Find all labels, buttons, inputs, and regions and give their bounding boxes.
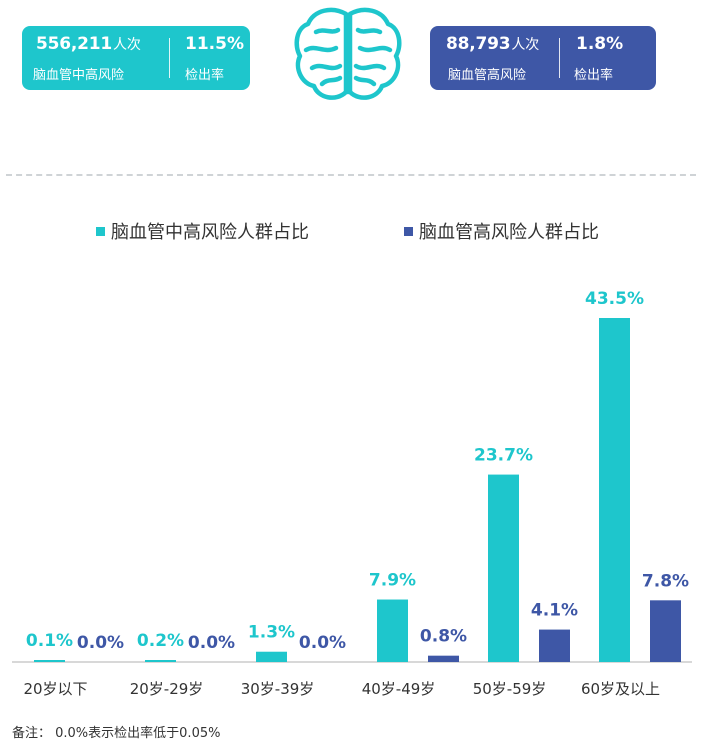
x-tick-label-4: 50岁-59岁 xyxy=(473,680,547,698)
legend-swatch-mid-high-risk xyxy=(96,226,105,236)
mid-high-risk-summary-badge: 556,211人次 脑血管中高风险 11.5% 检出率 xyxy=(22,26,250,90)
x-tick-label-1: 20岁-29岁 xyxy=(130,680,204,698)
badge-separator xyxy=(169,38,170,78)
legend-label-high-risk: 脑血管高风险人群占比 xyxy=(419,222,599,243)
x-tick-label-0: 20岁以下 xyxy=(23,680,87,698)
bar-high-risk-3 xyxy=(428,655,459,662)
data-label-mid-high-risk-3: 7.9% xyxy=(369,571,416,591)
mid-high-risk-rate-label: 检出率 xyxy=(185,68,225,83)
badge-separator xyxy=(559,38,560,78)
x-tick-label-2: 30岁-39岁 xyxy=(241,680,315,698)
bar-mid-high-risk-4 xyxy=(488,474,519,662)
brain-icon xyxy=(294,7,402,100)
high-risk-count-label: 脑血管高风险 xyxy=(448,68,527,83)
data-label-high-risk-4: 4.1% xyxy=(531,601,578,621)
data-label-high-risk-5: 7.8% xyxy=(642,571,689,591)
data-label-mid-high-risk-4: 23.7% xyxy=(474,446,533,466)
mid-high-risk-count-label: 脑血管中高风险 xyxy=(33,68,125,83)
high-risk-rate: 1.8% xyxy=(576,34,624,54)
bar-mid-high-risk-2 xyxy=(256,651,287,662)
bar-mid-high-risk-0 xyxy=(34,660,65,662)
dashed-divider xyxy=(6,174,696,176)
x-tick-label-3: 40岁-49岁 xyxy=(362,680,436,698)
data-label-mid-high-risk-0: 0.1% xyxy=(26,631,73,651)
high-risk-rate-label: 检出率 xyxy=(574,68,614,83)
legend-swatch-high-risk xyxy=(404,226,413,236)
bar-mid-high-risk-1 xyxy=(145,660,176,662)
bar-high-risk-5 xyxy=(650,600,681,662)
data-label-high-risk-0: 0.0% xyxy=(77,633,124,653)
legend-item-high-risk: 脑血管高风险人群占比 xyxy=(404,218,599,244)
mid-high-risk-count: 556,211人次 xyxy=(36,34,141,54)
data-label-mid-high-risk-2: 1.3% xyxy=(248,623,295,643)
high-risk-count: 88,793人次 xyxy=(446,34,540,54)
data-label-high-risk-3: 0.8% xyxy=(420,627,467,647)
data-label-mid-high-risk-1: 0.2% xyxy=(137,631,184,651)
legend-label-mid-high-risk: 脑血管中高风险人群占比 xyxy=(111,222,309,243)
mid-high-risk-rate: 11.5% xyxy=(185,34,244,54)
footnote: 备注： 0.0%表示检出率低于0.05% xyxy=(12,726,221,741)
bar-mid-high-risk-3 xyxy=(377,599,408,662)
high-risk-summary-badge: 88,793人次 脑血管高风险 1.8% 检出率 xyxy=(430,26,656,90)
legend-item-mid-high-risk: 脑血管中高风险人群占比 xyxy=(96,218,309,244)
bar-mid-high-risk-5 xyxy=(599,318,630,662)
data-label-high-risk-1: 0.0% xyxy=(188,633,235,653)
data-label-high-risk-2: 0.0% xyxy=(299,633,346,653)
x-tick-label-5: 60岁及以上 xyxy=(581,680,660,698)
data-label-mid-high-risk-5: 43.5% xyxy=(585,289,644,309)
bar-high-risk-4 xyxy=(539,629,570,662)
